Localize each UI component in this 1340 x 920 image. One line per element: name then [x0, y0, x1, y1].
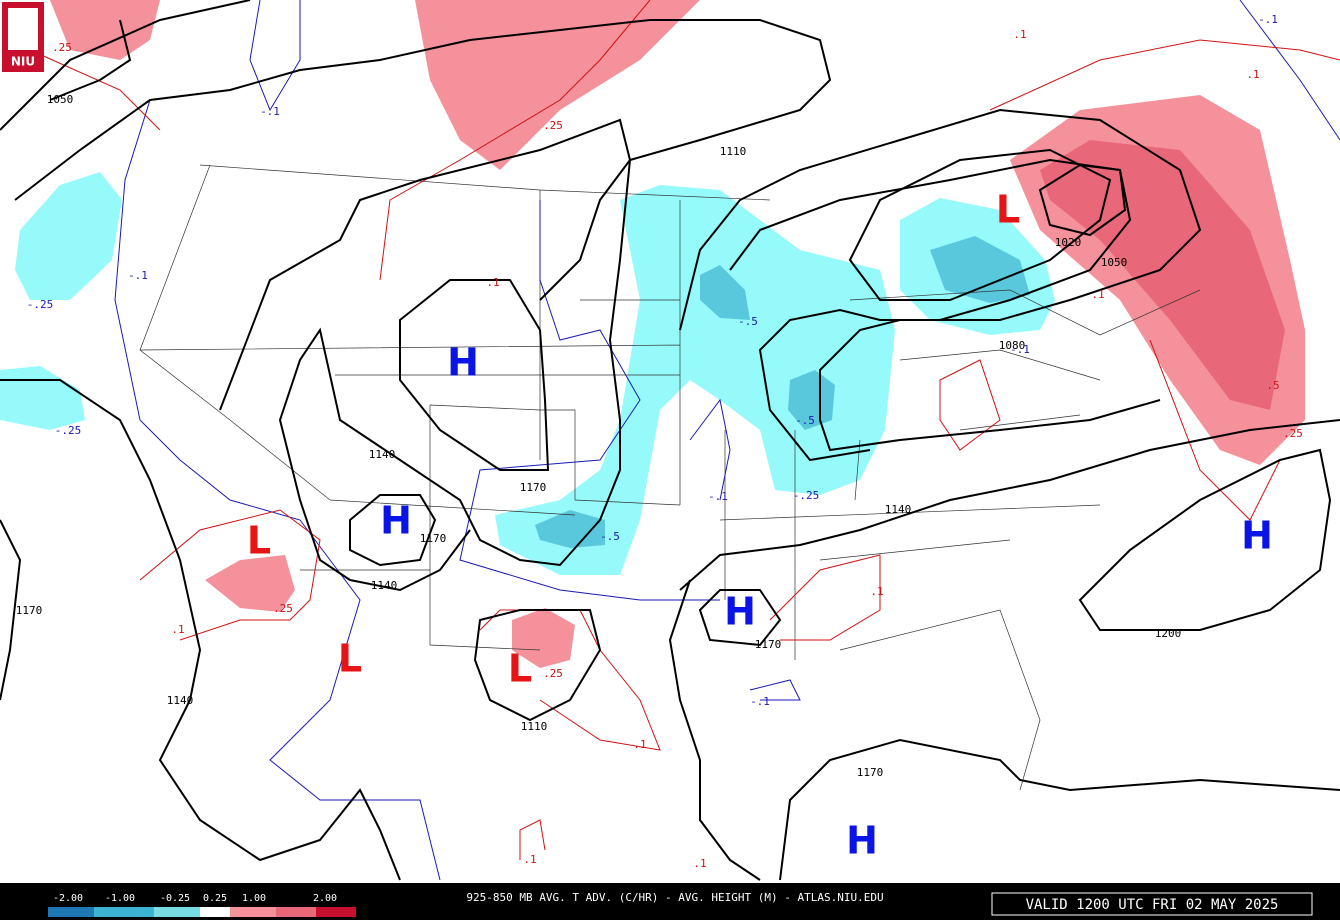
advection-label: .25: [1283, 427, 1303, 440]
advection-label: -.1: [750, 695, 770, 708]
advection-label: .1: [486, 276, 499, 289]
advection-label: -.1: [1258, 13, 1278, 26]
low-marker: L: [338, 637, 362, 681]
height-label: 1140: [371, 579, 398, 592]
colorbar-label: 1.00: [242, 893, 266, 904]
advection-label: -.1: [708, 490, 728, 503]
footer-title: 925-850 MB AVG. T ADV. (C/HR) - AVG. HEI…: [466, 891, 883, 904]
advection-label: .5: [1266, 379, 1279, 392]
valid-box: [991, 892, 1313, 916]
colorbar-label: 2.00: [313, 893, 337, 904]
advection-label: -.1: [128, 269, 148, 282]
height-label: 1140: [369, 448, 396, 461]
high-marker: H: [380, 499, 412, 543]
advection-label: -.25: [55, 424, 82, 437]
advection-label: .1: [171, 623, 184, 636]
advection-label: .1: [523, 853, 536, 866]
strong-warm-advection: [1040, 140, 1285, 410]
height-label: 1140: [167, 694, 194, 707]
colorbar-label: -1.00: [105, 893, 135, 904]
advection-label: .25: [543, 667, 563, 680]
advection-label: .1: [1091, 288, 1104, 301]
height-label: 1110: [521, 720, 548, 733]
low-marker: L: [508, 647, 532, 691]
advection-label: .1: [693, 857, 706, 870]
advection-contours: [29, 0, 1340, 881]
advection-label: -.25: [27, 298, 54, 311]
high-marker: H: [1241, 514, 1273, 558]
strong-cold-advection: [535, 236, 1030, 548]
height-label: 1140: [885, 503, 912, 516]
logo: NIU: [2, 2, 44, 72]
height-label: 1170: [755, 638, 782, 651]
height-contours: [0, 0, 1340, 881]
height-label: 1110: [720, 145, 747, 158]
advection-label: .1: [1246, 68, 1259, 81]
height-label: 1050: [47, 93, 74, 106]
height-label: 1020: [1055, 236, 1082, 249]
high-marker: H: [846, 819, 878, 863]
height-label: 1050: [1101, 256, 1128, 269]
low-marker: L: [247, 519, 271, 563]
height-label: 1080: [999, 339, 1026, 352]
height-label: 1200: [1155, 627, 1182, 640]
advection-label: .1: [633, 738, 646, 751]
advection-label: -.25: [793, 489, 820, 502]
colorbar-label: -2.00: [53, 893, 83, 904]
advection-label: -.5: [795, 414, 815, 427]
colorbar-label: 0.25: [203, 893, 227, 904]
advection-label: .1: [1013, 28, 1026, 41]
colorbar-labels: -2.00 -1.00 -0.25 0.25 1.00 2.00: [53, 893, 337, 904]
advection-label: .25: [52, 41, 72, 54]
advection-label: -.1: [1010, 343, 1030, 356]
low-marker: L: [996, 188, 1020, 232]
advection-label: .1: [870, 585, 883, 598]
advection-label: -.5: [738, 315, 758, 328]
footer-valid: VALID 1200 UTC FRI 02 MAY 2025: [1026, 897, 1279, 913]
high-marker: H: [724, 590, 756, 634]
advection-label: -.1: [260, 105, 280, 118]
logo-text: NIU: [11, 55, 35, 69]
height-label: 1170: [520, 481, 547, 494]
colorbar: [48, 907, 356, 917]
height-label: 1170: [857, 766, 884, 779]
colorbar-label: -0.25: [160, 893, 190, 904]
advection-label: -.5: [600, 530, 620, 543]
advection-label: .25: [273, 602, 293, 615]
height-label: 1170: [16, 604, 43, 617]
map-labels: H H H H H L L L L 1050 1110 1140 1170 1170 1140 1140 117…: [16, 13, 1303, 870]
advection-label: .25: [543, 119, 563, 132]
high-marker: H: [447, 341, 479, 385]
height-label: 1170: [420, 532, 447, 545]
